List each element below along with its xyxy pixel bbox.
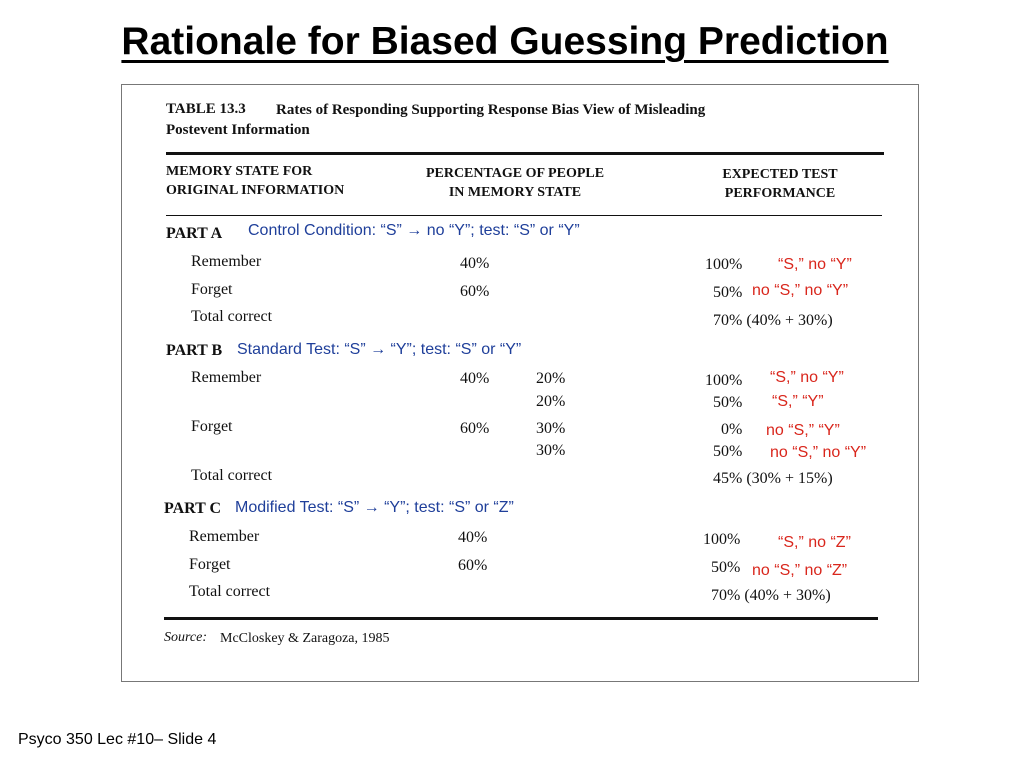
- part-c-total: Total correct: [189, 583, 271, 600]
- part-b-forget-perf2: 50%: [713, 443, 743, 460]
- part-b-remember: Remember: [191, 369, 262, 386]
- part-a-label: PART A: [166, 225, 223, 242]
- part-a-forget-pct: 60%: [460, 283, 490, 300]
- part-a-total: Total correct: [191, 308, 273, 325]
- part-b-total-perf: 45% (30% + 15%): [713, 470, 833, 487]
- part-b-forget-sub2: 30%: [536, 442, 566, 459]
- col1-header-line2: ORIGINAL INFORMATION: [166, 183, 345, 198]
- part-a-forget: Forget: [191, 281, 233, 298]
- part-a-remember-perf: 100%: [705, 256, 743, 273]
- col2-header-line2: IN MEMORY STATE: [448, 185, 582, 200]
- col1-header-line1: MEMORY STATE FOR: [166, 164, 313, 179]
- table-title-line1: Rates of Responding Supporting Response …: [276, 102, 706, 118]
- part-a-remember: Remember: [191, 253, 262, 270]
- col3-header-line2: PERFORMANCE: [724, 186, 836, 201]
- part-a-total-perf: 70% (40% + 30%): [713, 312, 833, 329]
- rule-top: [166, 152, 884, 155]
- part-c-remember: Remember: [189, 528, 260, 545]
- part-c-forget-pct: 60%: [458, 557, 488, 574]
- part-c-forget-perf: 50%: [711, 559, 741, 576]
- part-b-forget-sub1: 30%: [536, 420, 566, 437]
- part-b-remember-perf1: 100%: [705, 372, 743, 389]
- part-a-annotation: Control Condition: “S” → no “Y”; test: “…: [248, 222, 580, 239]
- rule-header: [166, 215, 882, 216]
- table-title-line2: Postevent Information: [166, 122, 310, 138]
- part-b-forget-pct: 60%: [460, 420, 490, 437]
- table-figure: [121, 84, 919, 682]
- part-b-note1: “S,” no “Y”: [770, 369, 844, 386]
- part-c-forget: Forget: [189, 556, 231, 573]
- part-a-remember-pct: 40%: [460, 255, 490, 272]
- slide-title: Rationale for Biased Guessing Prediction: [121, 20, 889, 63]
- part-c-total-perf: 70% (40% + 30%): [711, 587, 831, 604]
- part-b-annotation: Standard Test: “S” → “Y”; test: “S” or “…: [237, 341, 522, 358]
- part-b-remember-sub1: 20%: [536, 370, 566, 387]
- part-a-note-remember: “S,” no “Y”: [778, 256, 852, 273]
- col3-header-line1: EXPECTED TEST: [722, 167, 838, 182]
- part-b-note4: no “S,” no “Y”: [770, 444, 867, 461]
- part-c-remember-pct: 40%: [458, 529, 488, 546]
- table-number: TABLE 13.3: [166, 101, 246, 117]
- part-b-remember-perf2: 50%: [713, 394, 743, 411]
- part-c-note-forget: no “S,” no “Z”: [752, 562, 848, 579]
- part-b-forget-perf1: 0%: [721, 421, 743, 438]
- part-b-note3: no “S,” “Y”: [766, 422, 840, 439]
- source-label: Source:: [164, 630, 208, 645]
- part-a-note-forget: no “S,” no “Y”: [752, 282, 849, 299]
- part-c-label: PART C: [164, 500, 222, 517]
- part-b-note2: “S,” “Y”: [772, 393, 824, 410]
- col2-header-line1: PERCENTAGE OF PEOPLE: [425, 166, 605, 181]
- part-b-label: PART B: [166, 342, 223, 359]
- slide-footer: Psyco 350 Lec #10– Slide 4: [18, 731, 217, 748]
- part-c-remember-perf: 100%: [703, 531, 741, 548]
- part-b-total: Total correct: [191, 467, 273, 484]
- rule-bottom: [164, 617, 878, 620]
- part-b-remember-pct: 40%: [460, 370, 490, 387]
- part-c-annotation: Modified Test: “S” → “Y”; test: “S” or “…: [235, 499, 514, 516]
- part-c-note-remember: “S,” no “Z”: [778, 534, 851, 551]
- source-text: McCloskey & Zaragoza, 1985: [220, 631, 390, 646]
- part-b-remember-sub2: 20%: [536, 393, 566, 410]
- part-a-forget-perf: 50%: [713, 284, 743, 301]
- part-b-forget: Forget: [191, 418, 233, 435]
